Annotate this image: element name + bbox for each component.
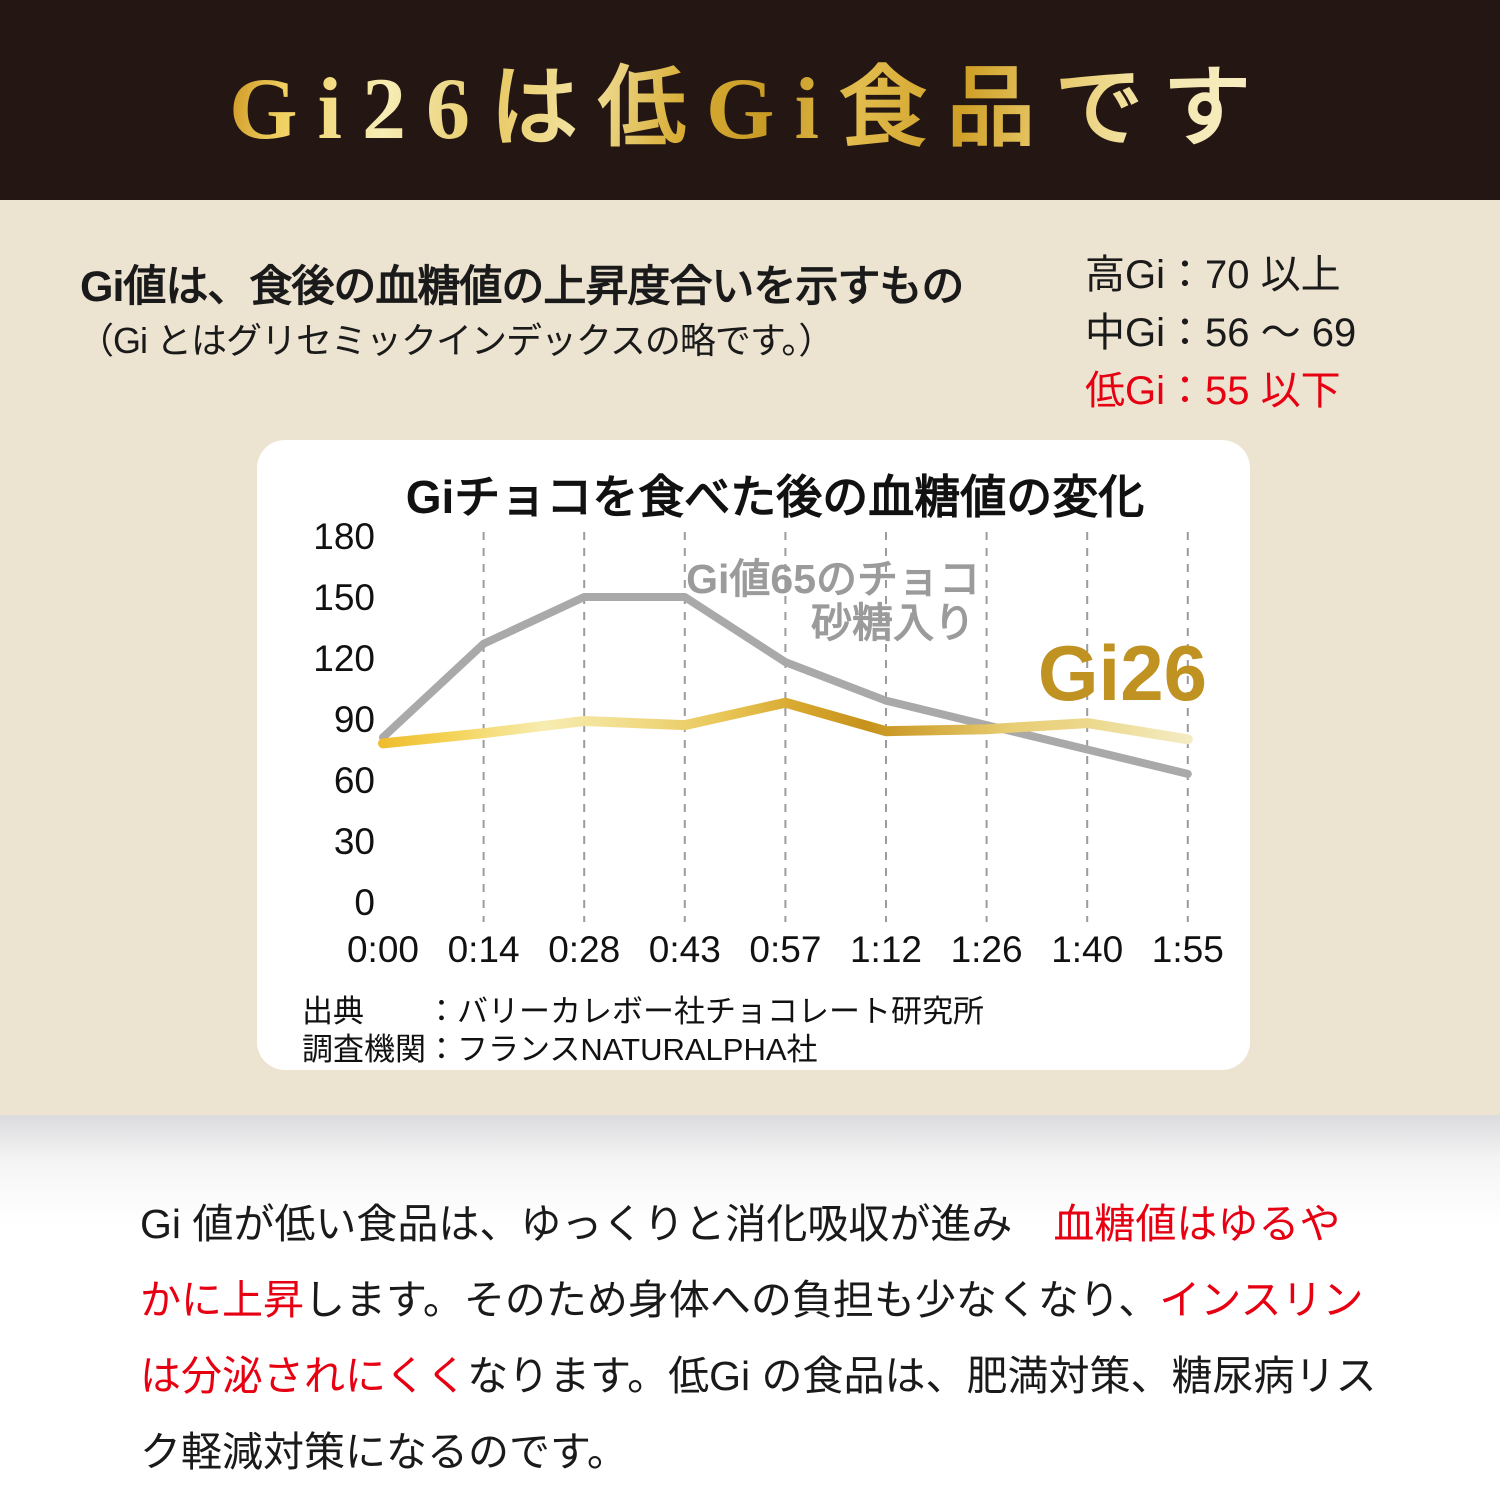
svg-text:1:55: 1:55 [1152,929,1224,970]
intro-subheading: （Gi とはグリセミックインデックスの略です。） [78,320,834,361]
svg-text:0:14: 0:14 [448,929,520,970]
svg-text:0:57: 0:57 [749,929,821,970]
footer-section [0,1115,1500,1500]
svg-text:0: 0 [354,882,375,923]
footer-segment: Gi 値が低い食品は、ゆっくりと消化吸収が進み [140,1201,1013,1247]
chart-x-axis-labels: 0:00 0:14 0:28 0:43 0:57 1:12 1:26 1:40 1:55 [347,929,1224,970]
series-label-gi65-line2: 砂糖入り [811,600,975,646]
chart-source-line1: 出典 ：バリーカレボー社チョコレート研究所 [302,994,984,1029]
footer-segment: なります。低Gi の食品は、肥満対策、糖尿病リスク軽減対策になるのです。 [140,1353,1377,1475]
chart-source-line2: 調査機関：フランスNATURALPHA社 [302,1032,818,1067]
gi-level-medium: 中Gi：56 ～ 69 [1085,311,1357,355]
header-band: Gi26は低Gi食品です [0,0,1500,200]
svg-text:90: 90 [334,699,375,740]
gi-level-low: 低Gi：55 以下 [1085,369,1341,413]
svg-text:1:40: 1:40 [1051,929,1123,970]
svg-text:1:12: 1:12 [850,929,922,970]
svg-text:120: 120 [313,638,375,679]
svg-text:30: 30 [334,821,375,862]
svg-text:150: 150 [313,577,375,618]
svg-text:60: 60 [334,760,375,801]
footer-segment: します。そのため身体への負担も少なくなり、 [304,1277,1160,1323]
svg-text:1:26: 1:26 [951,929,1023,970]
chart-title: Giチョコを食べた後の血糖値の変化 [406,471,1145,523]
series-line-gi65 [379,593,1192,778]
header-title: Gi26は低Gi食品です [229,37,1271,164]
gi-level-list: 高Gi：70 以上 中Gi：56 ～ 69 低Gi：55 以下 [1085,246,1356,420]
svg-text:0:28: 0:28 [548,929,620,970]
footer-paragraph: Gi 値が低い食品は、ゆっくりと消化吸収が進み 血糖値はゆるやかに上昇します。そ… [140,1186,1380,1490]
svg-text:0:43: 0:43 [649,929,721,970]
series-label-gi26: Gi26 [1038,629,1207,717]
svg-text:0:00: 0:00 [347,929,419,970]
series-label-gi65-line1: Gi値65のチョコ [686,556,980,602]
footer-segment: インスリンは分泌されにくく [140,1277,1364,1399]
svg-text:180: 180 [313,516,375,557]
chart-card: Giチョコを食べた後の血糖値の変化 0 30 60 90 120 150 180 0:00 0… [257,440,1250,1070]
footer-segment: 血糖値はゆるやかに上昇 [140,1201,1341,1323]
series-line-gi26 [378,697,1193,749]
chart-y-axis-labels: 0 30 60 90 120 150 180 [313,516,375,923]
gi-level-high: 高Gi：70 以上 [1085,253,1341,297]
intro-heading: Gi値は、食後の血糖値の上昇度合いを示すもの [80,263,964,311]
